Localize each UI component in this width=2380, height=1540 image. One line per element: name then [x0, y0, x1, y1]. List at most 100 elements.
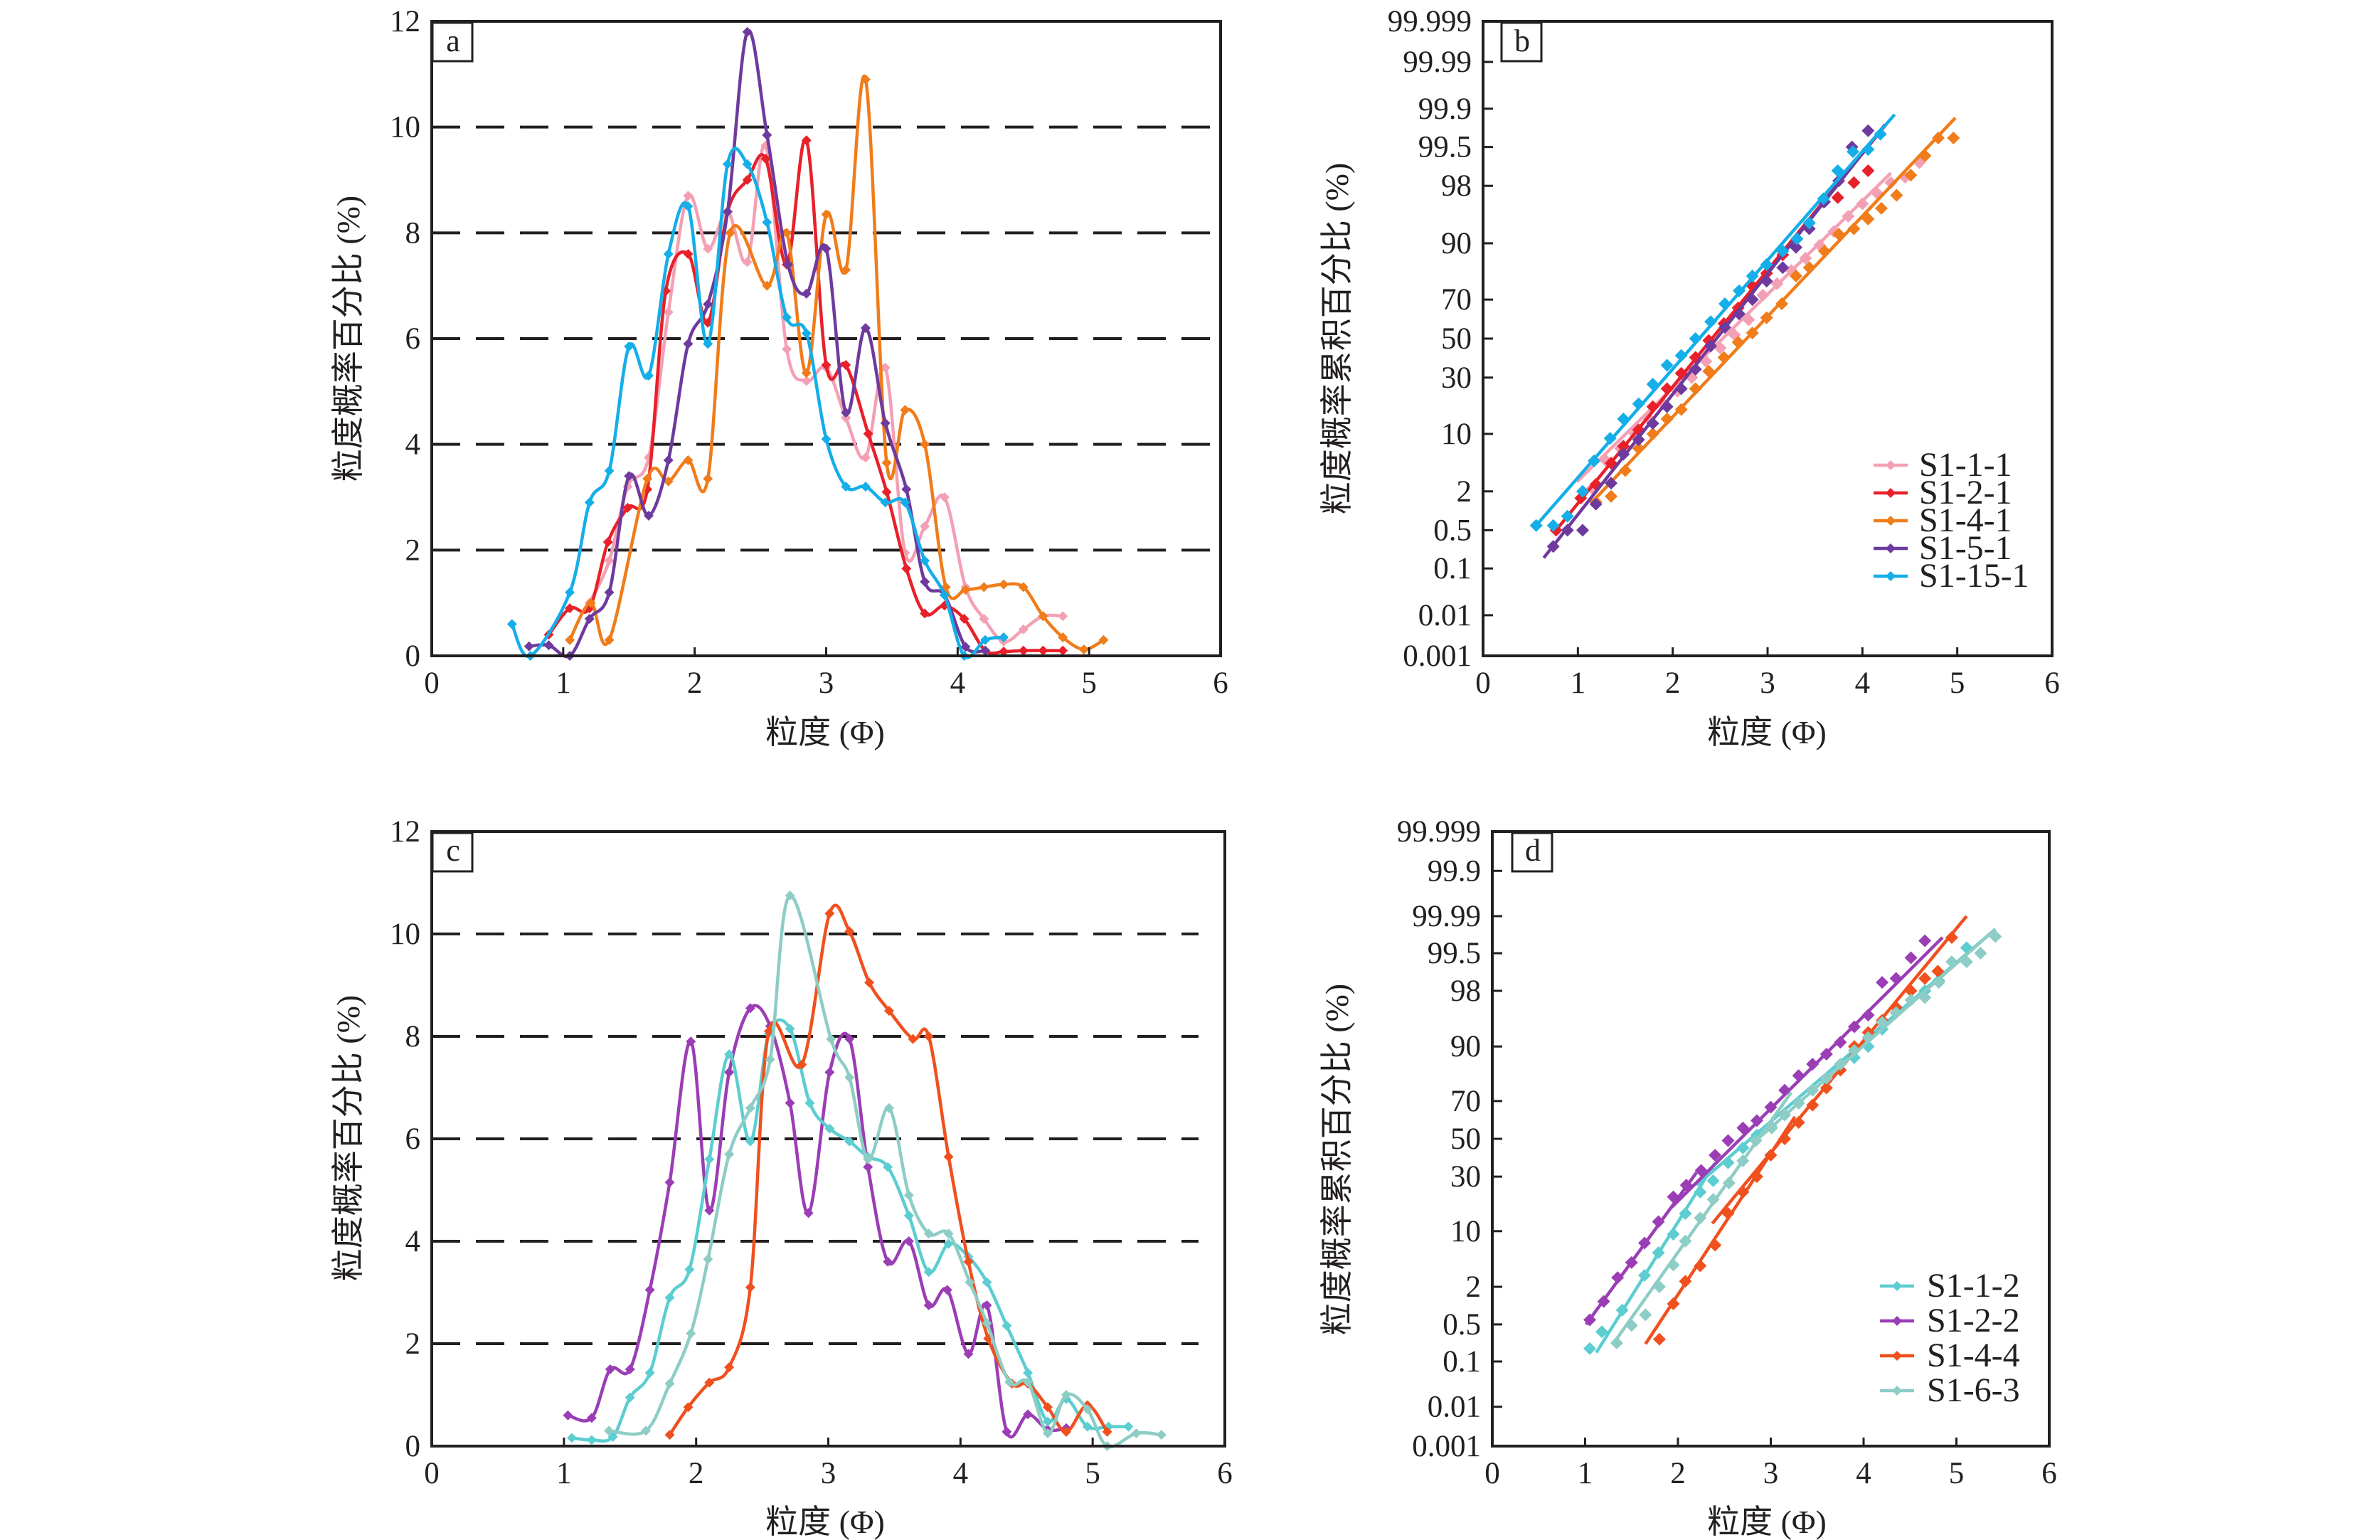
- legend-marker: [1886, 488, 1896, 498]
- data-point: [821, 243, 832, 254]
- panel-d-xlabel: 粒度 (Φ): [1707, 1504, 1827, 1540]
- data-point: [903, 1211, 914, 1221]
- data-point: [1750, 1114, 1763, 1127]
- data-point: [605, 1364, 615, 1374]
- data-point: [782, 228, 792, 238]
- data-point: [883, 1162, 893, 1172]
- fit-line: [1576, 171, 1892, 484]
- data-point: [980, 645, 991, 656]
- data-point: [1918, 149, 1932, 163]
- data-point: [1674, 403, 1688, 416]
- fit-line: [1753, 928, 1997, 1144]
- data-point: [607, 1432, 618, 1443]
- data-point: [1652, 1215, 1665, 1228]
- data-point: [1704, 315, 1717, 329]
- data-point: [880, 418, 891, 428]
- data-point: [1861, 1009, 1875, 1022]
- data-point: [1731, 336, 1745, 349]
- x-tick-label: 6: [2041, 1457, 2057, 1490]
- x-tick-label: 6: [1213, 667, 1228, 700]
- data-point: [1884, 176, 1898, 189]
- data-point: [664, 1430, 675, 1440]
- data-point: [543, 640, 554, 651]
- x-tick-label: 1: [1571, 667, 1586, 700]
- data-point: [1023, 1409, 1034, 1420]
- data-point: [624, 341, 634, 352]
- data-point: [745, 1103, 755, 1113]
- data-point: [584, 497, 595, 508]
- data-point: [841, 265, 851, 275]
- data-point: [1583, 1342, 1597, 1355]
- data-point: [1806, 1083, 1819, 1097]
- data-point: [1694, 1259, 1707, 1273]
- series-c-1: [563, 1003, 1071, 1439]
- data-point: [960, 642, 971, 652]
- legend-item: S1-2-2: [1880, 1302, 2020, 1339]
- data-point: [703, 243, 713, 254]
- data-point: [1058, 611, 1068, 622]
- data-point: [883, 1256, 893, 1267]
- data-point: [760, 154, 771, 164]
- data-point: [1660, 382, 1674, 395]
- data-point: [762, 280, 772, 291]
- y-tick-label: 99.5: [1428, 937, 1481, 970]
- data-point: [1778, 1108, 1792, 1122]
- data-point: [1819, 1071, 1833, 1085]
- data-point: [762, 129, 772, 140]
- x-tick-label: 6: [1217, 1457, 1233, 1490]
- data-point: [684, 1264, 695, 1275]
- data-point: [1931, 965, 1945, 978]
- data-point: [785, 891, 795, 901]
- data-point: [1674, 382, 1688, 395]
- data-point: [1131, 1428, 1142, 1438]
- data-point: [999, 579, 1009, 590]
- y-tick-label: 0.5: [1433, 514, 1472, 547]
- legend-label: S1-4-1: [1919, 501, 2012, 539]
- panel-a-tag: a: [446, 23, 460, 58]
- data-point: [1842, 209, 1855, 223]
- data-point: [683, 455, 694, 465]
- data-point: [1706, 1174, 1720, 1188]
- data-point: [1561, 509, 1574, 523]
- data-point: [1646, 400, 1659, 413]
- data-point: [724, 1362, 735, 1373]
- data-point: [683, 339, 694, 349]
- data-point: [686, 1328, 696, 1339]
- panel-d-ylabel: 粒度概率累积百分比 (%): [1319, 984, 1355, 1335]
- data-point: [625, 1392, 635, 1403]
- data-point: [704, 1377, 715, 1388]
- data-point: [1632, 397, 1645, 410]
- data-point: [1746, 269, 1759, 282]
- series-S1-6-3: [1610, 928, 2002, 1350]
- data-point: [1625, 1319, 1638, 1332]
- data-point: [860, 452, 871, 463]
- data-point: [1856, 197, 1869, 211]
- data-point: [586, 1435, 597, 1445]
- data-point: [923, 1031, 934, 1041]
- data-point: [1617, 412, 1630, 425]
- y-tick-label: 8: [405, 1020, 421, 1053]
- legend-marker: [1886, 543, 1896, 553]
- data-point: [524, 641, 534, 652]
- data-point: [923, 1267, 934, 1278]
- data-point: [664, 1177, 675, 1188]
- data-point: [844, 1136, 855, 1147]
- data-point: [801, 328, 812, 339]
- panel-b-tag: b: [1514, 23, 1530, 58]
- data-point: [943, 1238, 954, 1249]
- data-point: [664, 1292, 675, 1303]
- data-point: [785, 1098, 795, 1108]
- data-point: [1632, 433, 1645, 447]
- x-tick-label: 3: [819, 667, 834, 700]
- data-point: [801, 376, 812, 386]
- x-tick-label: 3: [1763, 1457, 1779, 1490]
- legend-marker: [1886, 571, 1896, 581]
- data-point: [982, 1277, 992, 1287]
- data-point: [602, 537, 613, 548]
- data-point: [920, 439, 930, 450]
- data-point: [1023, 1377, 1034, 1387]
- y-tick-label: 0.01: [1428, 1391, 1481, 1424]
- data-point: [742, 175, 753, 185]
- y-tick-label: 98: [1450, 975, 1481, 1008]
